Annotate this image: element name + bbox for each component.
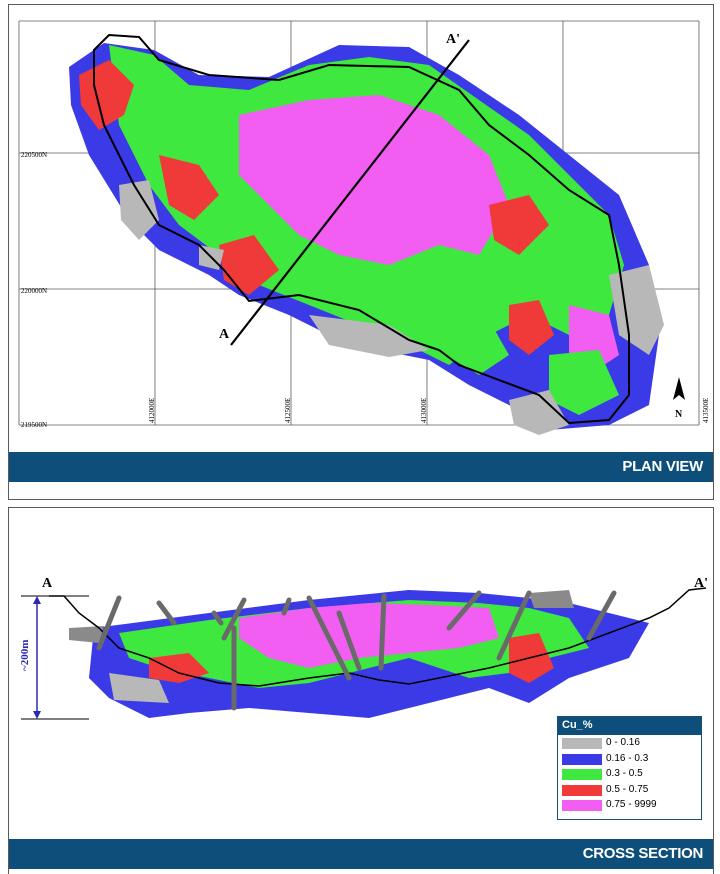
- north-arrow-label: N: [675, 409, 683, 420]
- pit-outline: [93, 33, 630, 425]
- legend-label: 0.75 - 9999: [606, 799, 657, 810]
- northing-label: 219500N: [21, 421, 47, 429]
- section-line: [230, 39, 470, 346]
- legend-item: 0 - 0.16: [562, 736, 701, 751]
- plan-view-title: PLAN VIEW: [622, 458, 703, 475]
- plan-view-banner: PLAN VIEW: [9, 452, 713, 482]
- section-start-label: A: [42, 576, 53, 591]
- legend-item: 0.5 - 0.75: [562, 783, 701, 798]
- legend-label: 0.16 - 0.3: [606, 752, 649, 764]
- legend-swatch: [562, 784, 602, 796]
- section-end-label: A': [694, 576, 708, 591]
- easting-label: 413500E: [702, 398, 710, 423]
- plan-grade-model: [69, 43, 664, 435]
- plan-view-panel: A A' 220500N 220000N 219500N 412000E 412…: [8, 4, 714, 500]
- depth-scale-bar: ~200m: [19, 595, 89, 720]
- cross-section-panel: A A' ~200m Cu_% 0 - 0.16 0.16 - 0.3 0.3 …: [8, 507, 714, 874]
- legend-label: 0.5 - 0.75: [606, 783, 649, 795]
- legend-swatch: [562, 800, 602, 811]
- depth-scale-label: ~200m: [19, 640, 31, 671]
- legend-label: 0 - 0.16: [606, 737, 640, 748]
- northing-label: 220500N: [21, 151, 47, 159]
- legend-title: Cu_%: [558, 717, 701, 735]
- north-arrow-icon: N: [673, 377, 685, 420]
- cross-section-banner: CROSS SECTION: [9, 839, 713, 869]
- legend-swatch: [562, 769, 602, 780]
- section-grade-model: [69, 590, 649, 718]
- easting-label: 412500E: [284, 398, 292, 423]
- northing-label: 220000N: [21, 287, 47, 295]
- drill-holes: [96, 590, 617, 711]
- cross-section-map: A A' ~200m: [19, 576, 708, 720]
- cross-section-title: CROSS SECTION: [582, 845, 704, 862]
- legend-label: 0.3 - 0.5: [606, 768, 643, 779]
- section-end-label: A': [446, 32, 460, 47]
- pit-profile: [49, 587, 707, 687]
- legend-swatch: [562, 753, 602, 765]
- legend-item: 0.75 - 9999: [562, 798, 701, 813]
- easting-label: 413000E: [420, 398, 428, 423]
- plan-view-map: A A' 220500N 220000N 219500N 412000E 412…: [18, 20, 710, 435]
- legend-swatch: [562, 738, 602, 749]
- section-start-label: A: [219, 327, 230, 342]
- grade-legend: Cu_% 0 - 0.16 0.16 - 0.3 0.3 - 0.5 0.5 -…: [557, 716, 702, 820]
- easting-label: 412000E: [148, 398, 156, 423]
- legend-item: 0.3 - 0.5: [562, 767, 701, 782]
- legend-item: 0.16 - 0.3: [562, 752, 701, 767]
